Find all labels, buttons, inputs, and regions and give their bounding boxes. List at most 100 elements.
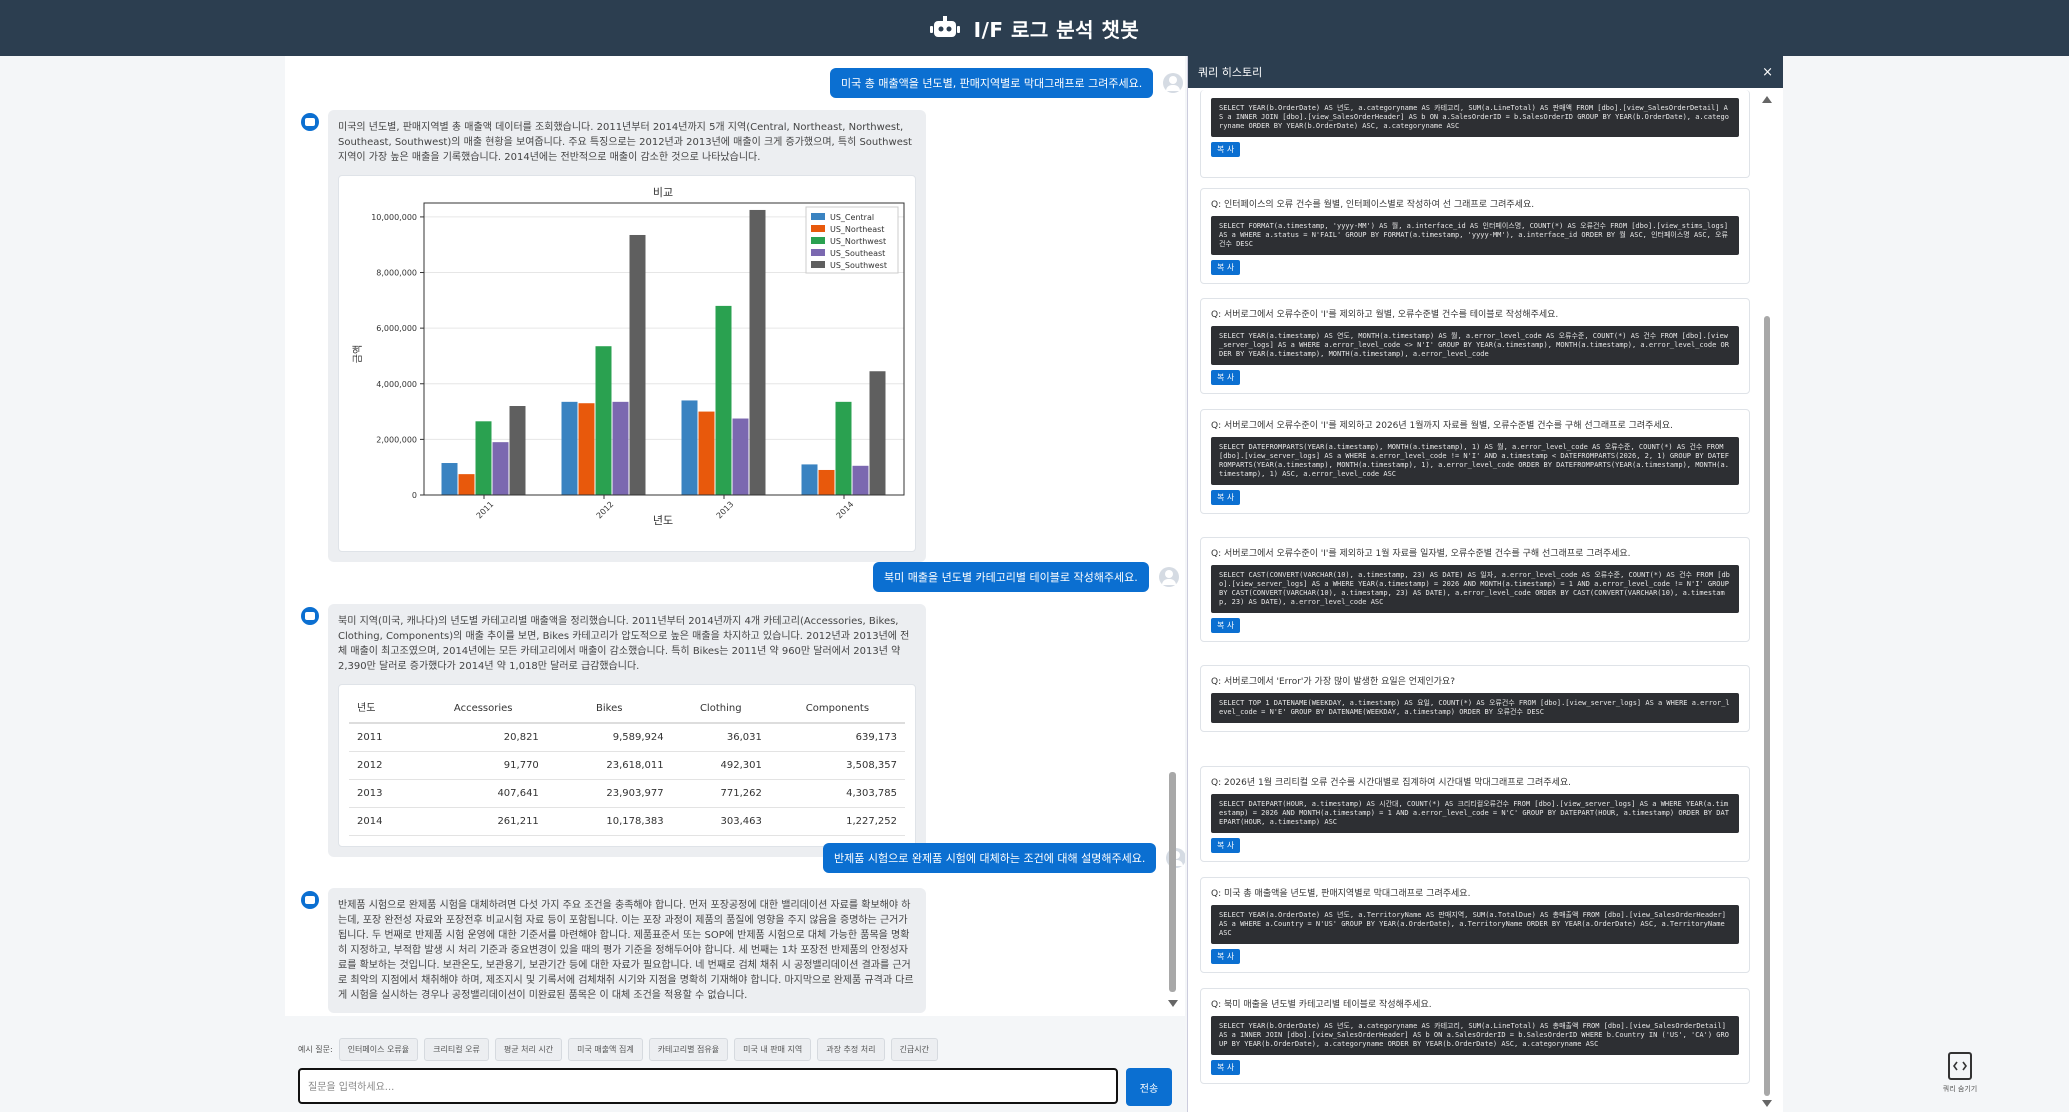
table-cell: 10,178,383 xyxy=(546,807,672,836)
example-chip[interactable]: 평균 처리 시간 xyxy=(494,1038,563,1061)
history-sql: SELECT YEAR(a.OrderDate) AS 년도, a.Territ… xyxy=(1211,905,1739,944)
examples-label: 예시 질문: xyxy=(298,1045,333,1054)
table-cell: 771,262 xyxy=(671,779,770,808)
bar-us-northeast-2012 xyxy=(578,403,595,495)
bar-us-southwest-2011 xyxy=(509,406,526,495)
history-sql: SELECT YEAR(b.OrderDate) AS 년도, a.catego… xyxy=(1211,1016,1739,1055)
bar-us-northwest-2011 xyxy=(475,421,492,495)
y-tick-label: 0 xyxy=(412,491,417,500)
send-button[interactable]: 전송 xyxy=(1126,1068,1172,1106)
history-question: Q: 미국 총 매출액을 년도별, 판매지역별로 막대그래프로 그려주세요. xyxy=(1211,889,1471,899)
scroll-down-icon[interactable] xyxy=(1168,1000,1178,1007)
history-item: Q: 서버로그에서 'Error'가 가장 많이 발생한 요일은 언제인가요? … xyxy=(1200,665,1750,732)
user-avatar-icon xyxy=(1163,73,1184,93)
bar-chart: 비교 년도 금액 0 2,000,000 4,000,000 6,000,000 8,0… xyxy=(338,175,916,552)
copy-button[interactable]: 복 사 xyxy=(1211,490,1241,505)
table-cell: 2012 xyxy=(349,751,420,780)
query-history-panel: 쿼리 히스토리 × SELECT YEAR(b.OrderDate) AS 년도… xyxy=(1187,56,1783,1112)
question-input[interactable]: 질문을 입력하세요... xyxy=(298,1068,1118,1104)
table-header: Clothing xyxy=(671,695,770,724)
example-chip[interactable]: 긴급시간 xyxy=(890,1038,938,1061)
history-question: Q: 2026년 1월 크리티컬 오류 건수를 시간대별로 집계하여 시간대별 … xyxy=(1211,778,1572,788)
scroll-up-icon[interactable] xyxy=(1762,96,1772,103)
user-bubble: 미국 총 매출액을 년도별, 판매지역별로 막대그래프로 그려주세요. xyxy=(830,68,1154,98)
legend-swatch xyxy=(811,237,825,244)
y-tick-label: 10,000,000 xyxy=(371,213,417,222)
table-cell: 36,031 xyxy=(671,723,770,752)
table-cell: 23,903,977 xyxy=(546,779,672,808)
bar-us-central-2012 xyxy=(561,401,578,495)
hide-query-button[interactable]: 쿼리 숨기기 xyxy=(1935,1052,1985,1094)
table-row: 2013 407,641 23,903,977 771,262 4,303,78… xyxy=(349,779,905,808)
example-chip[interactable]: 미국 내 판매 지역 xyxy=(734,1038,812,1061)
chat-scrollbar-thumb[interactable] xyxy=(1169,772,1176,992)
app-title: I/F 로그 분석 챗봇 xyxy=(973,17,1140,42)
bot-message-text: 북미 지역(미국, 캐나다)의 년도별 카테고리별 매출액을 정리했습니다. 2… xyxy=(338,616,910,672)
y-tick-label: 8,000,000 xyxy=(376,269,417,278)
bar-us-northeast-2014 xyxy=(818,469,835,495)
scroll-down-icon[interactable] xyxy=(1762,1100,1772,1107)
legend-swatch xyxy=(811,225,825,232)
example-chip[interactable]: 미국 매출액 집계 xyxy=(568,1038,643,1061)
table-header-row: 년도 Accessories Bikes Clothing Components xyxy=(349,695,905,724)
copy-button[interactable]: 복 사 xyxy=(1211,949,1241,964)
table-row: 2014 261,211 10,178,383 303,463 1,227,25… xyxy=(349,807,905,836)
history-item: Q: 서버로그에서 오류수준이 'I'를 제외하고 월별, 오류수준별 건수를 … xyxy=(1200,298,1750,394)
y-tick-label: 4,000,000 xyxy=(376,380,417,389)
chart-title: 비교 xyxy=(653,186,673,199)
history-header: 쿼리 히스토리 × xyxy=(1188,56,1783,88)
y-tick-label: 6,000,000 xyxy=(376,324,417,333)
copy-button[interactable]: 복 사 xyxy=(1211,260,1241,275)
chart-frame xyxy=(423,202,905,496)
x-tick-label: 2011 xyxy=(475,500,496,521)
history-sql: SELECT FORMAT(a.timestamp, 'yyyy-MM') AS… xyxy=(1211,216,1739,255)
history-sql: SELECT DATEFROMPARTS(YEAR(a.timestamp), … xyxy=(1211,437,1739,485)
history-title: 쿼리 히스토리 xyxy=(1198,66,1263,79)
table-cell: 4,303,785 xyxy=(769,779,905,808)
code-file-icon xyxy=(1948,1052,1972,1080)
close-icon[interactable]: × xyxy=(1762,64,1773,80)
table-cell: 261,211 xyxy=(419,807,547,836)
example-chip[interactable]: 크리티컬 오류 xyxy=(424,1038,489,1061)
bar-us-central-2013 xyxy=(681,400,698,495)
copy-button[interactable]: 복 사 xyxy=(1211,838,1241,853)
history-sql: SELECT CAST(CONVERT(VARCHAR(10), a.times… xyxy=(1211,565,1739,613)
legend-label: US_Northwest xyxy=(830,237,886,246)
hide-query-label: 쿼리 숨기기 xyxy=(1942,1085,1978,1093)
legend-swatch xyxy=(811,249,825,256)
bar-us-southeast-2014 xyxy=(852,465,869,495)
table-row: 2012 91,770 23,618,011 492,301 3,508,357 xyxy=(349,751,905,780)
copy-button[interactable]: 복 사 xyxy=(1211,370,1241,385)
history-item: Q: 서버로그에서 오류수준이 'I'를 제외하고 1월 자료를 일자별, 오류… xyxy=(1200,537,1750,642)
history-question: Q: 서버로그에서 오류수준이 'I'를 제외하고 1월 자료를 일자별, 오류… xyxy=(1211,549,1631,559)
robot-icon xyxy=(929,16,960,37)
example-chip[interactable]: 인터페이스 오류율 xyxy=(338,1038,419,1061)
example-chip[interactable]: 과장 추정 처리 xyxy=(817,1038,885,1061)
copy-button[interactable]: 복 사 xyxy=(1211,1060,1241,1075)
bot-message-text: 미국의 년도별, 판매지역별 총 매출액 데이터를 조회했습니다. 2011년부… xyxy=(338,122,912,163)
history-question: Q: 서버로그에서 'Error'가 가장 많이 발생한 요일은 언제인가요? xyxy=(1211,677,1455,687)
user-message: 북미 매출을 년도별 카테고리별 테이블로 작성해주세요. xyxy=(873,562,1179,592)
bar-us-northeast-2013 xyxy=(698,411,715,495)
history-scrollbar[interactable] xyxy=(1760,90,1774,1110)
y-tick-label: 2,000,000 xyxy=(376,435,417,444)
example-chip[interactable]: 카테고리별 점유율 xyxy=(648,1038,729,1061)
user-avatar-icon xyxy=(1158,567,1179,587)
history-question: Q: 북미 매출을 년도별 카테고리별 테이블로 작성해주세요. xyxy=(1211,1000,1432,1010)
table-header: Accessories xyxy=(419,695,547,724)
user-message: 반제품 시험으로 완제품 시험에 대체하는 조건에 대해 설명해주세요. xyxy=(823,843,1185,873)
chat-scrollbar[interactable] xyxy=(1165,56,1181,1016)
copy-button[interactable]: 복 사 xyxy=(1211,618,1241,633)
x-tick-label: 2012 xyxy=(595,500,616,521)
bot-message: 반제품 시험으로 완제품 시험을 대체하려면 다섯 가지 주요 조건을 충족해야… xyxy=(328,888,926,1013)
bar-us-northwest-2012 xyxy=(595,346,612,495)
copy-button[interactable]: 복 사 xyxy=(1211,142,1241,157)
x-tick-label: 2014 xyxy=(835,500,856,521)
bar-us-southwest-2012 xyxy=(629,234,646,495)
table-cell: 23,618,011 xyxy=(546,751,672,780)
table-cell: 9,589,924 xyxy=(546,723,672,752)
table-cell: 20,821 xyxy=(419,723,547,752)
legend-label: US_Northeast xyxy=(830,225,884,234)
history-scrollbar-thumb[interactable] xyxy=(1764,316,1770,1096)
table-cell: 492,301 xyxy=(671,751,770,780)
